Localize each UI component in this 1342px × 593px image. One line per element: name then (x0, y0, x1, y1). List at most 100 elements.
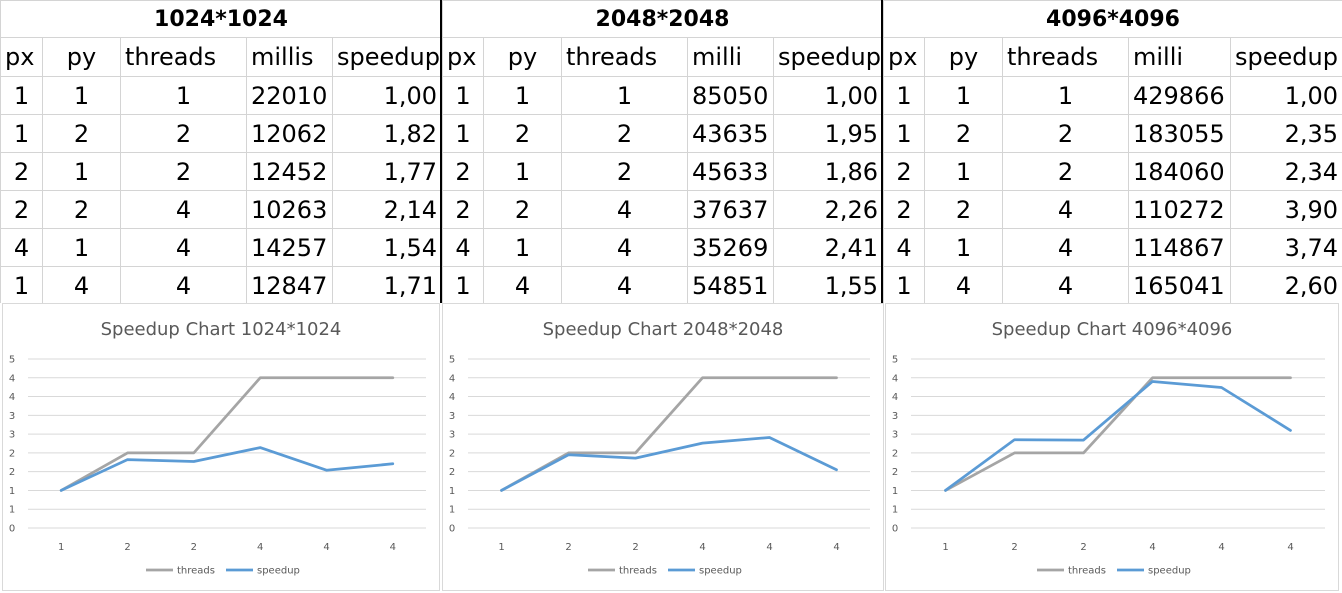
y-tick-label: 0 (9, 524, 15, 535)
cell-speedup: 2,60 (1230, 266, 1342, 303)
y-tick-label: 5 (9, 355, 15, 366)
cell-py: 2 (924, 190, 1003, 229)
table-row: 1 2 2 12062 1,82 (0, 114, 441, 153)
legend-label: speedup (257, 566, 300, 577)
cell-threads: 4 (1002, 190, 1129, 229)
y-tick-label: 4 (9, 373, 15, 384)
cell-speedup: 2,34 (1230, 152, 1342, 191)
col-header-millis: millis (246, 37, 333, 77)
col-header-py: py (483, 37, 562, 77)
cell-py: 2 (483, 190, 562, 229)
cell-py: 1 (42, 152, 121, 191)
cell-milli: 37637 (687, 190, 774, 229)
cell-millis: 10263 (246, 190, 333, 229)
cell-py: 2 (924, 114, 1003, 153)
speedup-chart-4096[interactable]: Speedup Chart 4096*4096 0 1 1 2 2 3 3 4 4 5 1 2 2 4 4 4 t… (885, 303, 1339, 591)
results-table-1024: 1024*1024 px py threads millis speedup 1… (0, 0, 441, 303)
cell-milli: 429866 (1128, 76, 1231, 115)
y-tick-label: 1 (892, 486, 898, 497)
cell-speedup: 2,14 (332, 190, 441, 229)
series-line-threads (59, 376, 395, 492)
cell-px: 2 (883, 152, 925, 191)
cell-threads: 2 (1002, 114, 1129, 153)
table-row: 1 1 1 22010 1,00 (0, 76, 441, 115)
cell-px: 2 (0, 190, 43, 229)
cell-py: 1 (924, 228, 1003, 267)
y-tick-label: 2 (9, 467, 15, 478)
cell-milli: 45633 (687, 152, 774, 191)
legend-label: threads (177, 566, 215, 577)
cell-speedup: 2,41 (773, 228, 882, 267)
cell-speedup: 1,86 (773, 152, 882, 191)
y-tick-label: 2 (892, 467, 898, 478)
table-block-4096: 4096*4096 px py threads milli speedup 1 … (883, 0, 1342, 303)
col-header-px: px (883, 37, 925, 77)
y-tick-label: 0 (892, 524, 898, 535)
col-header-py: py (42, 37, 121, 77)
cell-threads: 2 (120, 114, 247, 153)
cell-threads: 2 (561, 114, 688, 153)
x-tick-label: 4 (766, 542, 772, 553)
table-row: 1 2 2 43635 1,95 (442, 114, 882, 153)
col-header-threads: threads (1002, 37, 1129, 77)
col-header-milli: milli (687, 37, 774, 77)
chart-svg: Speedup Chart 1024*1024 0 1 1 2 2 3 3 4 4 5 1 2 2 4 4 4 t… (9, 319, 426, 577)
y-tick-label: 0 (449, 524, 455, 535)
table-row: 1 4 4 54851 1,55 (442, 266, 882, 303)
cell-speedup: 2,26 (773, 190, 882, 229)
y-tick-label: 3 (9, 411, 15, 422)
speedup-chart-2048[interactable]: Speedup Chart 2048*2048 0 1 1 2 2 3 3 4 4 5 1 2 2 4 4 4 t… (442, 303, 884, 591)
series-line-speedup (500, 436, 838, 492)
cell-speedup: 1,55 (773, 266, 882, 303)
cell-threads: 2 (1002, 152, 1129, 191)
table-row: 2 2 4 37637 2,26 (442, 190, 882, 229)
cell-milli: 35269 (687, 228, 774, 267)
x-tick-label: 4 (1218, 542, 1224, 553)
x-tick-label: 2 (1011, 542, 1017, 553)
cell-px: 1 (883, 266, 925, 303)
cell-py: 1 (42, 228, 121, 267)
cell-speedup: 3,90 (1230, 190, 1342, 229)
chart-title: Speedup Chart 4096*4096 (992, 319, 1233, 340)
y-tick-label: 4 (892, 373, 898, 384)
x-tick-label: 2 (191, 542, 197, 553)
x-tick-label: 2 (632, 542, 638, 553)
cell-threads: 4 (120, 190, 247, 229)
table-row: 4 1 4 35269 2,41 (442, 228, 882, 267)
cell-threads: 4 (120, 266, 247, 303)
speedup-chart-1024[interactable]: Speedup Chart 1024*1024 0 1 1 2 2 3 3 4 4 5 1 2 2 4 4 4 t… (2, 303, 440, 591)
col-header-threads: threads (120, 37, 247, 77)
cell-speedup: 1,82 (332, 114, 441, 153)
cell-millis: 12062 (246, 114, 333, 153)
cell-px: 1 (442, 114, 484, 153)
col-header-speedup: speedup (1230, 37, 1342, 77)
x-tick-label: 4 (699, 542, 705, 553)
x-tick-label: 4 (1287, 542, 1293, 553)
cell-threads: 4 (561, 266, 688, 303)
cell-milli: 43635 (687, 114, 774, 153)
cell-threads: 4 (561, 190, 688, 229)
cell-speedup: 1,95 (773, 114, 882, 153)
table-row: 4 1 4 114867 3,74 (883, 228, 1342, 267)
cell-milli: 114867 (1128, 228, 1231, 267)
y-tick-label: 1 (449, 486, 455, 497)
cell-threads: 4 (1002, 266, 1129, 303)
cell-threads: 2 (561, 152, 688, 191)
cell-millis: 12847 (246, 266, 333, 303)
cell-threads: 4 (120, 228, 247, 267)
table-row: 1 4 4 165041 2,60 (883, 266, 1342, 303)
cell-millis: 12452 (246, 152, 333, 191)
legend-label: threads (619, 566, 657, 577)
cell-px: 2 (442, 190, 484, 229)
cell-speedup: 1,00 (332, 76, 441, 115)
table-row: 1 2 2 183055 2,35 (883, 114, 1342, 153)
cell-px: 2 (883, 190, 925, 229)
chart-title: Speedup Chart 2048*2048 (543, 319, 784, 340)
cell-px: 1 (442, 266, 484, 303)
x-tick-label: 4 (1149, 542, 1155, 553)
table-row: 2 2 4 110272 3,90 (883, 190, 1342, 229)
cell-speedup: 1,00 (1230, 76, 1342, 115)
cell-speedup: 2,35 (1230, 114, 1342, 153)
table-row: 1 1 1 429866 1,00 (883, 76, 1342, 115)
col-header-py: py (924, 37, 1003, 77)
